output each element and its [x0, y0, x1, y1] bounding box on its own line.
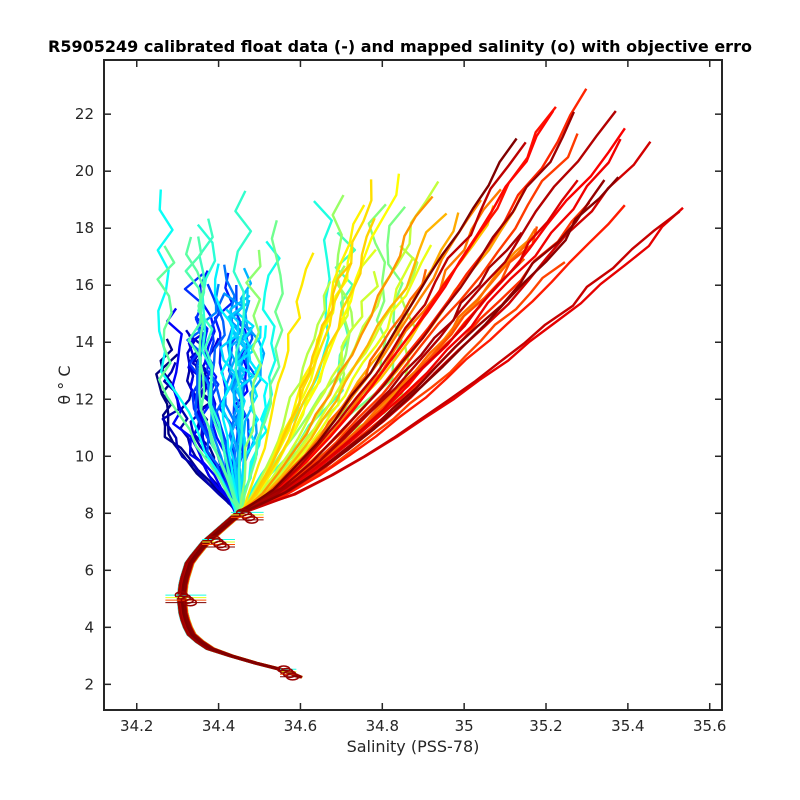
- x-tick-label: 34.8: [366, 717, 399, 735]
- mapped-salinity-markers: [165, 508, 300, 681]
- plot-frame: [103, 59, 723, 711]
- x-tick-label: 35: [455, 717, 474, 735]
- x-tick-label: 34.6: [284, 717, 317, 735]
- profile-line: [180, 137, 518, 679]
- x-tick-label: 34.4: [202, 717, 235, 735]
- chart-title: R5905249 calibrated float data (-) and m…: [48, 37, 752, 56]
- y-tick-label: 10: [75, 447, 94, 465]
- profile-line: [182, 176, 620, 679]
- y-tick-label: 16: [75, 276, 94, 294]
- x-axis-label: Salinity (PSS-78): [347, 737, 480, 756]
- x-tick-label: 35.4: [611, 717, 644, 735]
- y-tick-label: 6: [84, 561, 94, 579]
- x-tick-label: 34.2: [120, 717, 153, 735]
- y-tick-label: 14: [75, 333, 94, 351]
- y-tick-label: 22: [75, 105, 94, 123]
- y-tick-label: 8: [84, 504, 94, 522]
- mapped-salinity-marker: [216, 543, 230, 551]
- x-tick-label: 35.2: [529, 717, 562, 735]
- profile-lines: [155, 88, 684, 679]
- y-tick-label: 18: [75, 219, 94, 237]
- profile-line: [177, 111, 575, 679]
- y-tick-label: 12: [75, 390, 94, 408]
- mapped-salinity-marker: [244, 515, 259, 524]
- x-tick-label: 35.6: [693, 717, 726, 735]
- y-axis: 2 4 6 8 10 12 14 16 18 20 22: [75, 105, 722, 693]
- mapped-salinity-marker: [183, 598, 198, 607]
- x-axis: 34.2 34.4 34.6 34.8 35 35.2 35.4 35.6: [120, 60, 726, 735]
- y-axis-label: θ ° C: [55, 365, 74, 404]
- y-tick-label: 20: [75, 162, 94, 180]
- y-tick-label: 4: [84, 618, 94, 636]
- mapped-salinity-marker: [285, 672, 300, 681]
- y-tick-label: 2: [84, 675, 94, 693]
